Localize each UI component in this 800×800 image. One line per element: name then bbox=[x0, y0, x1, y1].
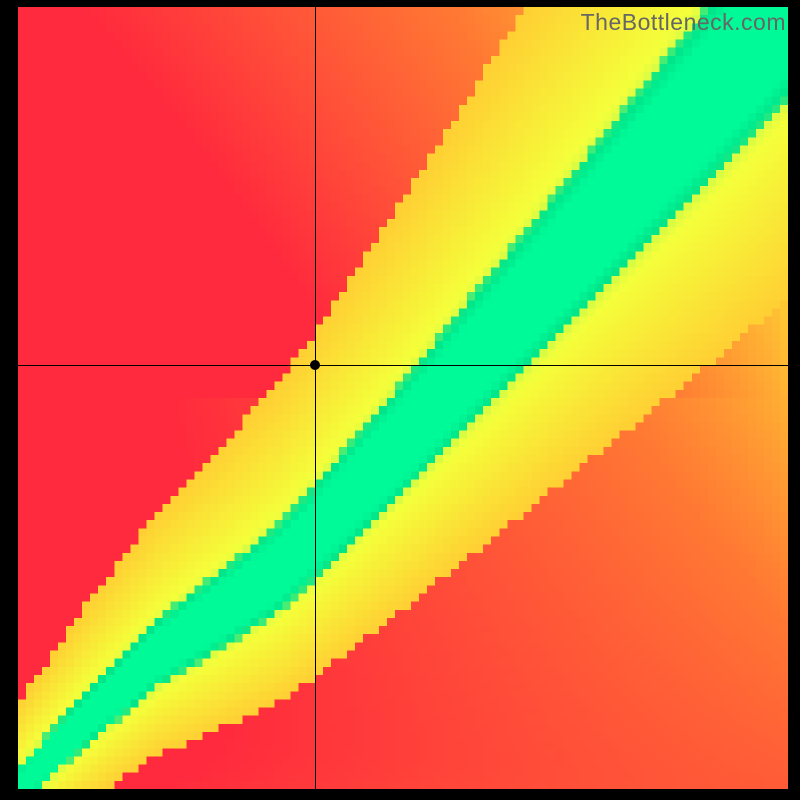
crosshair-vertical bbox=[315, 7, 316, 789]
chart-frame: TheBottleneck.com bbox=[0, 0, 800, 800]
crosshair-marker bbox=[310, 360, 320, 370]
heatmap-canvas bbox=[18, 7, 788, 789]
watermark-text: TheBottleneck.com bbox=[581, 9, 786, 36]
crosshair-horizontal bbox=[18, 365, 788, 366]
